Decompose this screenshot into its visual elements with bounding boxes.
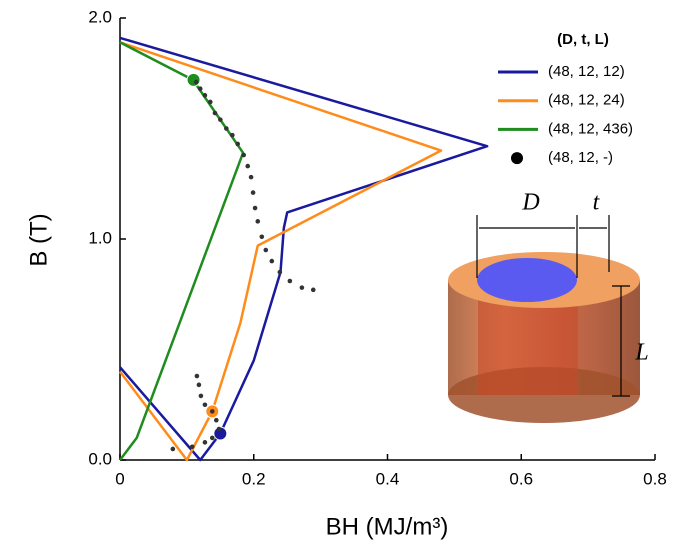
- annotation: L: [634, 340, 648, 366]
- data-point: [245, 163, 251, 169]
- annotation: t: [593, 190, 601, 216]
- data-point: [202, 93, 208, 98]
- data-point: [299, 285, 305, 290]
- data-point: [269, 258, 275, 264]
- data-point: [224, 126, 229, 131]
- data-point: [230, 132, 235, 138]
- data-point: [241, 152, 247, 158]
- y-tick-label: 1.0: [88, 228, 112, 247]
- data-point: [250, 190, 256, 195]
- x-tick-label: 0.4: [376, 469, 400, 488]
- legend-label: (48, 12, -): [548, 149, 613, 166]
- data-point: [287, 278, 293, 284]
- data-point: [196, 382, 202, 388]
- x-tick-label: 0.2: [242, 469, 266, 488]
- data-point: [193, 79, 199, 85]
- data-point: [189, 444, 195, 450]
- data-line: [119, 36, 489, 462]
- data-point: [252, 205, 258, 211]
- data-point: [212, 110, 218, 116]
- data-point: [197, 86, 203, 92]
- data-point: [198, 393, 204, 399]
- data-line: [119, 41, 443, 462]
- data-line: [119, 41, 245, 461]
- data-point: [209, 435, 215, 441]
- data-point: [214, 417, 219, 423]
- data-point: [235, 141, 240, 147]
- x-tick-label: 0.6: [509, 469, 533, 488]
- data-point: [202, 440, 208, 445]
- legend-label: (48, 12, 12): [548, 63, 625, 80]
- data-point: [218, 117, 223, 122]
- data-point: [277, 269, 283, 275]
- data-point: [255, 219, 261, 224]
- legend-title: (D, t, L): [557, 31, 609, 48]
- data-point: [170, 446, 176, 452]
- data-point: [310, 287, 316, 293]
- legend-label: (48, 12, 24): [548, 92, 625, 109]
- y-tick-label: 0.0: [88, 449, 112, 468]
- x-tick-label: 0.8: [643, 469, 667, 488]
- data-point: [202, 402, 208, 408]
- x-tick-label: 0: [115, 469, 124, 488]
- marker: [186, 72, 201, 87]
- annotation: D: [521, 190, 539, 216]
- legend-symbol: [511, 152, 523, 165]
- data-point: [207, 99, 213, 105]
- data-point: [263, 247, 269, 253]
- y-axis-label: B (T): [25, 213, 52, 266]
- data-point: [259, 234, 265, 240]
- data-point: [216, 426, 222, 432]
- data-point: [194, 373, 200, 379]
- y-tick-label: 2.0: [88, 7, 112, 26]
- x-axis-label: BH (MJ/m³): [326, 513, 449, 540]
- data-point: [248, 174, 254, 180]
- data-point: [209, 409, 215, 414]
- legend-label: (48, 12, 436): [548, 120, 633, 137]
- inset-cylinder: D t L: [448, 190, 649, 423]
